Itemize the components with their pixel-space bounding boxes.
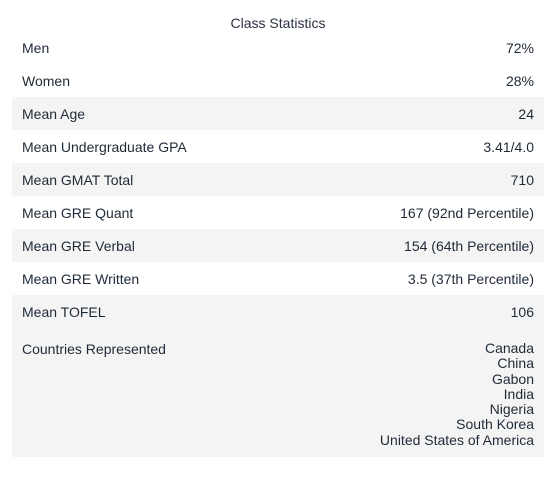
table-row-mean-tofel: Mean TOFEL 106 xyxy=(12,295,544,328)
country-item: China xyxy=(497,355,534,372)
country-item: Nigeria xyxy=(489,401,534,418)
table-row-gre-quant: Mean GRE Quant 167 (92nd Percentile) xyxy=(12,196,544,229)
country-item: United States of America xyxy=(379,431,534,448)
class-statistics-table: Men 72% Women 28% Mean Age 24 Mean Under… xyxy=(12,31,544,458)
row-label: Countries Represented xyxy=(22,341,166,357)
row-label: Women xyxy=(22,72,70,89)
table-row-mean-gpa: Mean Undergraduate GPA 3.41/4.0 xyxy=(12,130,544,163)
row-value: 106 xyxy=(510,303,534,320)
country-item: Canada xyxy=(484,340,534,356)
table-row-mean-age: Mean Age 24 xyxy=(12,97,544,130)
row-label: Mean GRE Written xyxy=(22,270,140,287)
row-value: 24 xyxy=(518,105,534,122)
table-caption: Class Statistics xyxy=(230,15,326,31)
row-label: Mean TOFEL xyxy=(22,303,106,320)
countries-list: Canada China Gabon India Nigeria South K… xyxy=(379,340,534,448)
table-row-mean-gmat: Mean GMAT Total 710 xyxy=(12,163,544,196)
row-value: 154 (64th Percentile) xyxy=(404,237,534,254)
row-value: 710 xyxy=(510,171,534,188)
row-value: 3.5 (37th Percentile) xyxy=(407,270,534,287)
row-label: Mean Age xyxy=(22,105,86,122)
table-row-women: Women 28% xyxy=(12,64,544,97)
row-label: Mean GRE Verbal xyxy=(22,237,135,254)
table-row-men: Men 72% xyxy=(12,31,544,64)
row-label: Mean GMAT Total xyxy=(22,171,134,188)
row-value: 28% xyxy=(505,72,534,89)
table-row-countries: Countries Represented Canada China Gabon… xyxy=(12,328,544,458)
row-value: 3.41/4.0 xyxy=(483,138,534,155)
row-label: Mean Undergraduate GPA xyxy=(22,138,187,155)
table-row-gre-written: Mean GRE Written 3.5 (37th Percentile) xyxy=(12,262,544,295)
country-item: India xyxy=(503,385,534,402)
row-label: Mean GRE Quant xyxy=(22,204,134,221)
country-item: South Korea xyxy=(456,416,534,433)
row-value: 167 (92nd Percentile) xyxy=(400,204,534,221)
row-value: 72% xyxy=(505,39,534,56)
country-item: Gabon xyxy=(491,370,534,387)
table-row-gre-verbal: Mean GRE Verbal 154 (64th Percentile) xyxy=(12,229,544,262)
row-label: Men xyxy=(22,39,50,56)
